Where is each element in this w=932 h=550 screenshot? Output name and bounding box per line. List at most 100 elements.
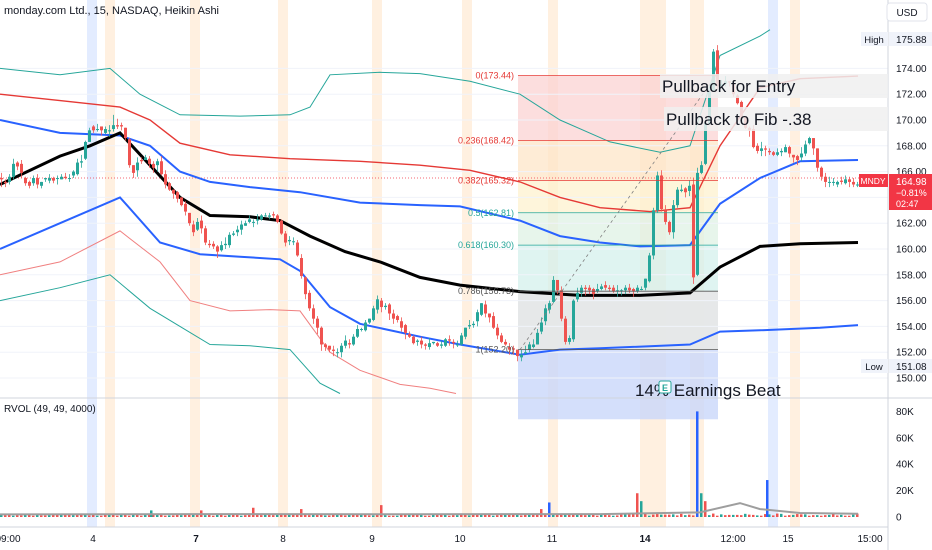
- vwap-line: [0, 131, 859, 297]
- volume-bar: [212, 515, 215, 517]
- volume-bar: [592, 513, 595, 517]
- candle-body: [360, 328, 363, 330]
- candle-body: [756, 145, 759, 151]
- candle-body: [576, 292, 579, 300]
- candle-body: [620, 290, 623, 292]
- volume-bar: [444, 514, 447, 517]
- candle-body: [448, 339, 451, 341]
- candle-body: [404, 325, 407, 333]
- volume-bar: [832, 513, 835, 517]
- low-value: 151.08: [896, 362, 927, 373]
- candle-body: [800, 153, 803, 158]
- candle-body: [816, 148, 819, 168]
- volume-bar: [336, 513, 339, 517]
- session-band: [87, 0, 97, 527]
- volume-bar: [312, 514, 315, 517]
- candle-body: [328, 345, 331, 350]
- volume-bar: [764, 514, 767, 517]
- candle-body: [660, 175, 663, 210]
- high-value-badge: [889, 32, 932, 46]
- candle-body: [380, 300, 383, 308]
- annotation-pullback-entry[interactable]: Pullback for Entry: [662, 77, 796, 96]
- volume-bar: [276, 514, 279, 517]
- volume-bar: [456, 515, 459, 517]
- candle-body: [40, 181, 43, 186]
- volume-spike: [766, 480, 769, 517]
- volume-bar: [220, 514, 223, 517]
- volume-bar: [240, 515, 243, 517]
- candle-body: [272, 214, 275, 216]
- candle-body: [716, 50, 719, 87]
- candle-body: [604, 285, 607, 288]
- annotation-pullback-fib[interactable]: Pullback to Fib -.38: [666, 110, 812, 129]
- volume-bar: [392, 515, 395, 517]
- volume-bar: [24, 514, 27, 517]
- candle-body: [240, 224, 243, 230]
- candle-body: [764, 148, 767, 150]
- volume-bar: [112, 514, 115, 517]
- candle-body: [712, 51, 715, 91]
- candle-body: [148, 158, 151, 164]
- candle-body: [92, 126, 95, 131]
- candle-body: [168, 183, 171, 190]
- fib-label: 0.786(156.73): [458, 286, 514, 296]
- candle-body: [388, 304, 391, 314]
- volume-bar: [712, 513, 715, 517]
- candle-body: [276, 215, 279, 222]
- candle-body: [556, 279, 559, 291]
- volume-bars: [0, 411, 859, 517]
- volume-bar: [708, 515, 711, 517]
- annotation-earnings[interactable]: 14% Earnings Beat: [635, 381, 781, 400]
- candle-body: [412, 336, 415, 344]
- candle-body: [568, 338, 571, 342]
- session-band: [790, 0, 800, 527]
- candle-body: [56, 178, 59, 180]
- volume-bar: [780, 513, 783, 517]
- volume-bar: [404, 514, 407, 517]
- fib-label: 1(152.20): [475, 345, 514, 355]
- volume-bar: [152, 513, 155, 517]
- session-band: [278, 0, 288, 527]
- volume-bar: [468, 515, 471, 517]
- volume-bar: [512, 514, 515, 517]
- volume-bar: [532, 513, 535, 517]
- volume-bar: [176, 514, 179, 517]
- volume-bar: [620, 513, 623, 517]
- volume-bar: [560, 514, 563, 517]
- volume-bar: [56, 514, 59, 517]
- volume-bar: [676, 515, 679, 517]
- volume-bar: [584, 515, 587, 517]
- volume-bar: [208, 513, 211, 517]
- volume-bar: [328, 515, 331, 517]
- band-outer-upper: [0, 29, 771, 153]
- volume-bar: [32, 515, 35, 517]
- volume-bar: [644, 513, 647, 517]
- currency-button[interactable]: [886, 2, 928, 22]
- vwap-bands: [0, 29, 859, 394]
- volume-tick: 20K: [896, 486, 914, 497]
- volume-bar: [52, 514, 55, 517]
- candle-body: [548, 303, 551, 310]
- volume-bar: [204, 515, 207, 517]
- candle-body: [252, 221, 255, 223]
- volume-bar: [140, 515, 143, 517]
- candle-body: [352, 336, 355, 345]
- fib-label: 0.618(160.30): [458, 240, 514, 250]
- candle-body: [480, 303, 483, 315]
- candle-body: [696, 172, 699, 275]
- volume-bar: [732, 514, 735, 517]
- volume-bar: [148, 514, 151, 517]
- volume-bar: [264, 514, 267, 517]
- volume-spike: [540, 509, 543, 517]
- volume-bar: [776, 513, 779, 517]
- volume-bar: [828, 514, 831, 517]
- volume-bar: [724, 515, 727, 517]
- candle-body: [308, 292, 311, 309]
- change-pct: −0.81%: [896, 188, 927, 198]
- earnings-icon[interactable]: [658, 380, 672, 394]
- candle-body: [476, 312, 479, 322]
- candle-body: [192, 224, 195, 233]
- candle-body: [12, 163, 15, 177]
- price-tick: 152.00: [896, 348, 927, 359]
